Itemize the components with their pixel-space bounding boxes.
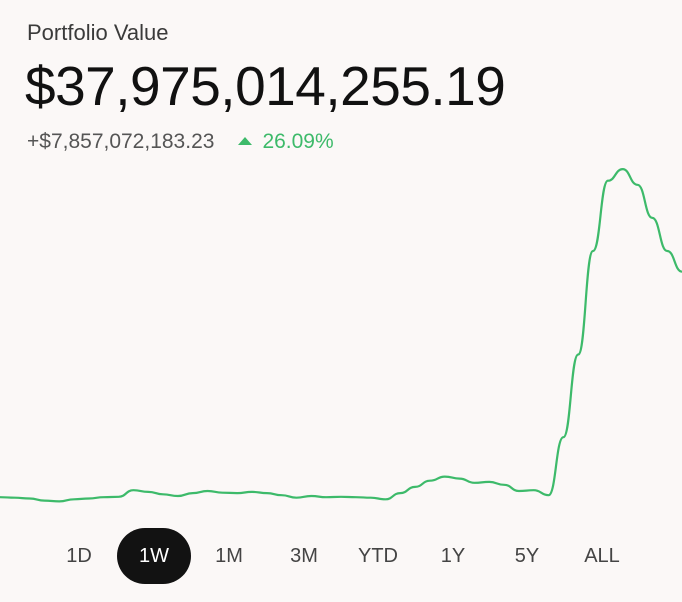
range-button-ytd[interactable]: YTD <box>348 528 408 584</box>
series-line <box>0 168 682 503</box>
time-range-selector: 1D 1W 1M 3M YTD 1Y 5Y ALL <box>0 528 682 584</box>
portfolio-value: $37,975,014,255.19 <box>25 55 506 117</box>
change-percent: 26.09% <box>262 130 334 153</box>
range-button-1y[interactable]: 1Y <box>423 528 483 584</box>
range-button-1d[interactable]: 1D <box>49 528 109 584</box>
page-title: Portfolio Value <box>27 20 169 45</box>
change-amount: +$7,857,072,183.23 <box>27 130 215 153</box>
range-button-1m[interactable]: 1M <box>199 528 259 584</box>
range-button-3m[interactable]: 3M <box>274 528 334 584</box>
range-button-all[interactable]: ALL <box>572 528 632 584</box>
portfolio-chart[interactable] <box>0 160 682 520</box>
triangle-up-icon <box>238 137 253 145</box>
range-button-1w[interactable]: 1W <box>117 528 191 584</box>
change-percent-group: 26.09% <box>238 130 334 154</box>
change-row: +$7,857,072,183.23 26.09% <box>27 128 334 156</box>
range-button-5y[interactable]: 5Y <box>497 528 557 584</box>
